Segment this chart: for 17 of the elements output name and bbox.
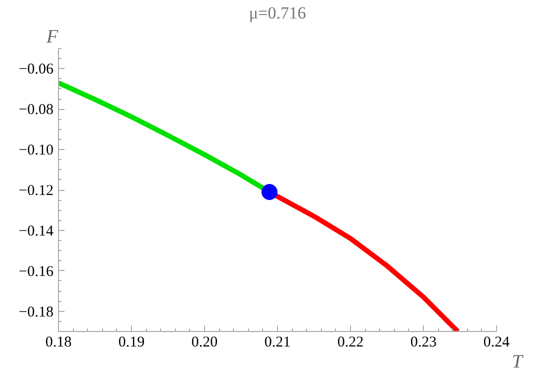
y-tick-label: −0.16	[18, 264, 54, 280]
chart-title: μ=0.716	[249, 4, 306, 22]
x-tick-label: 0.21	[264, 334, 291, 350]
x-tick-label: 0.18	[45, 334, 72, 350]
x-tick-label: 0.19	[118, 334, 145, 350]
y-tick-label: −0.08	[18, 102, 54, 118]
x-tick-label: 0.20	[191, 334, 218, 350]
x-tick-label: 0.23	[410, 334, 437, 350]
y-tick-label: −0.18	[18, 304, 54, 320]
y-tick-label: −0.10	[18, 142, 54, 159]
y-axis-title: F	[46, 26, 58, 48]
x-tick-label: 0.24	[483, 334, 510, 350]
x-tick-label: 0.22	[337, 334, 364, 350]
y-tick-label: −0.14	[18, 223, 54, 240]
y-tick-label: −0.06	[18, 62, 54, 78]
y-tick-label: −0.12	[18, 183, 54, 199]
x-axis-title: T	[512, 352, 524, 372]
